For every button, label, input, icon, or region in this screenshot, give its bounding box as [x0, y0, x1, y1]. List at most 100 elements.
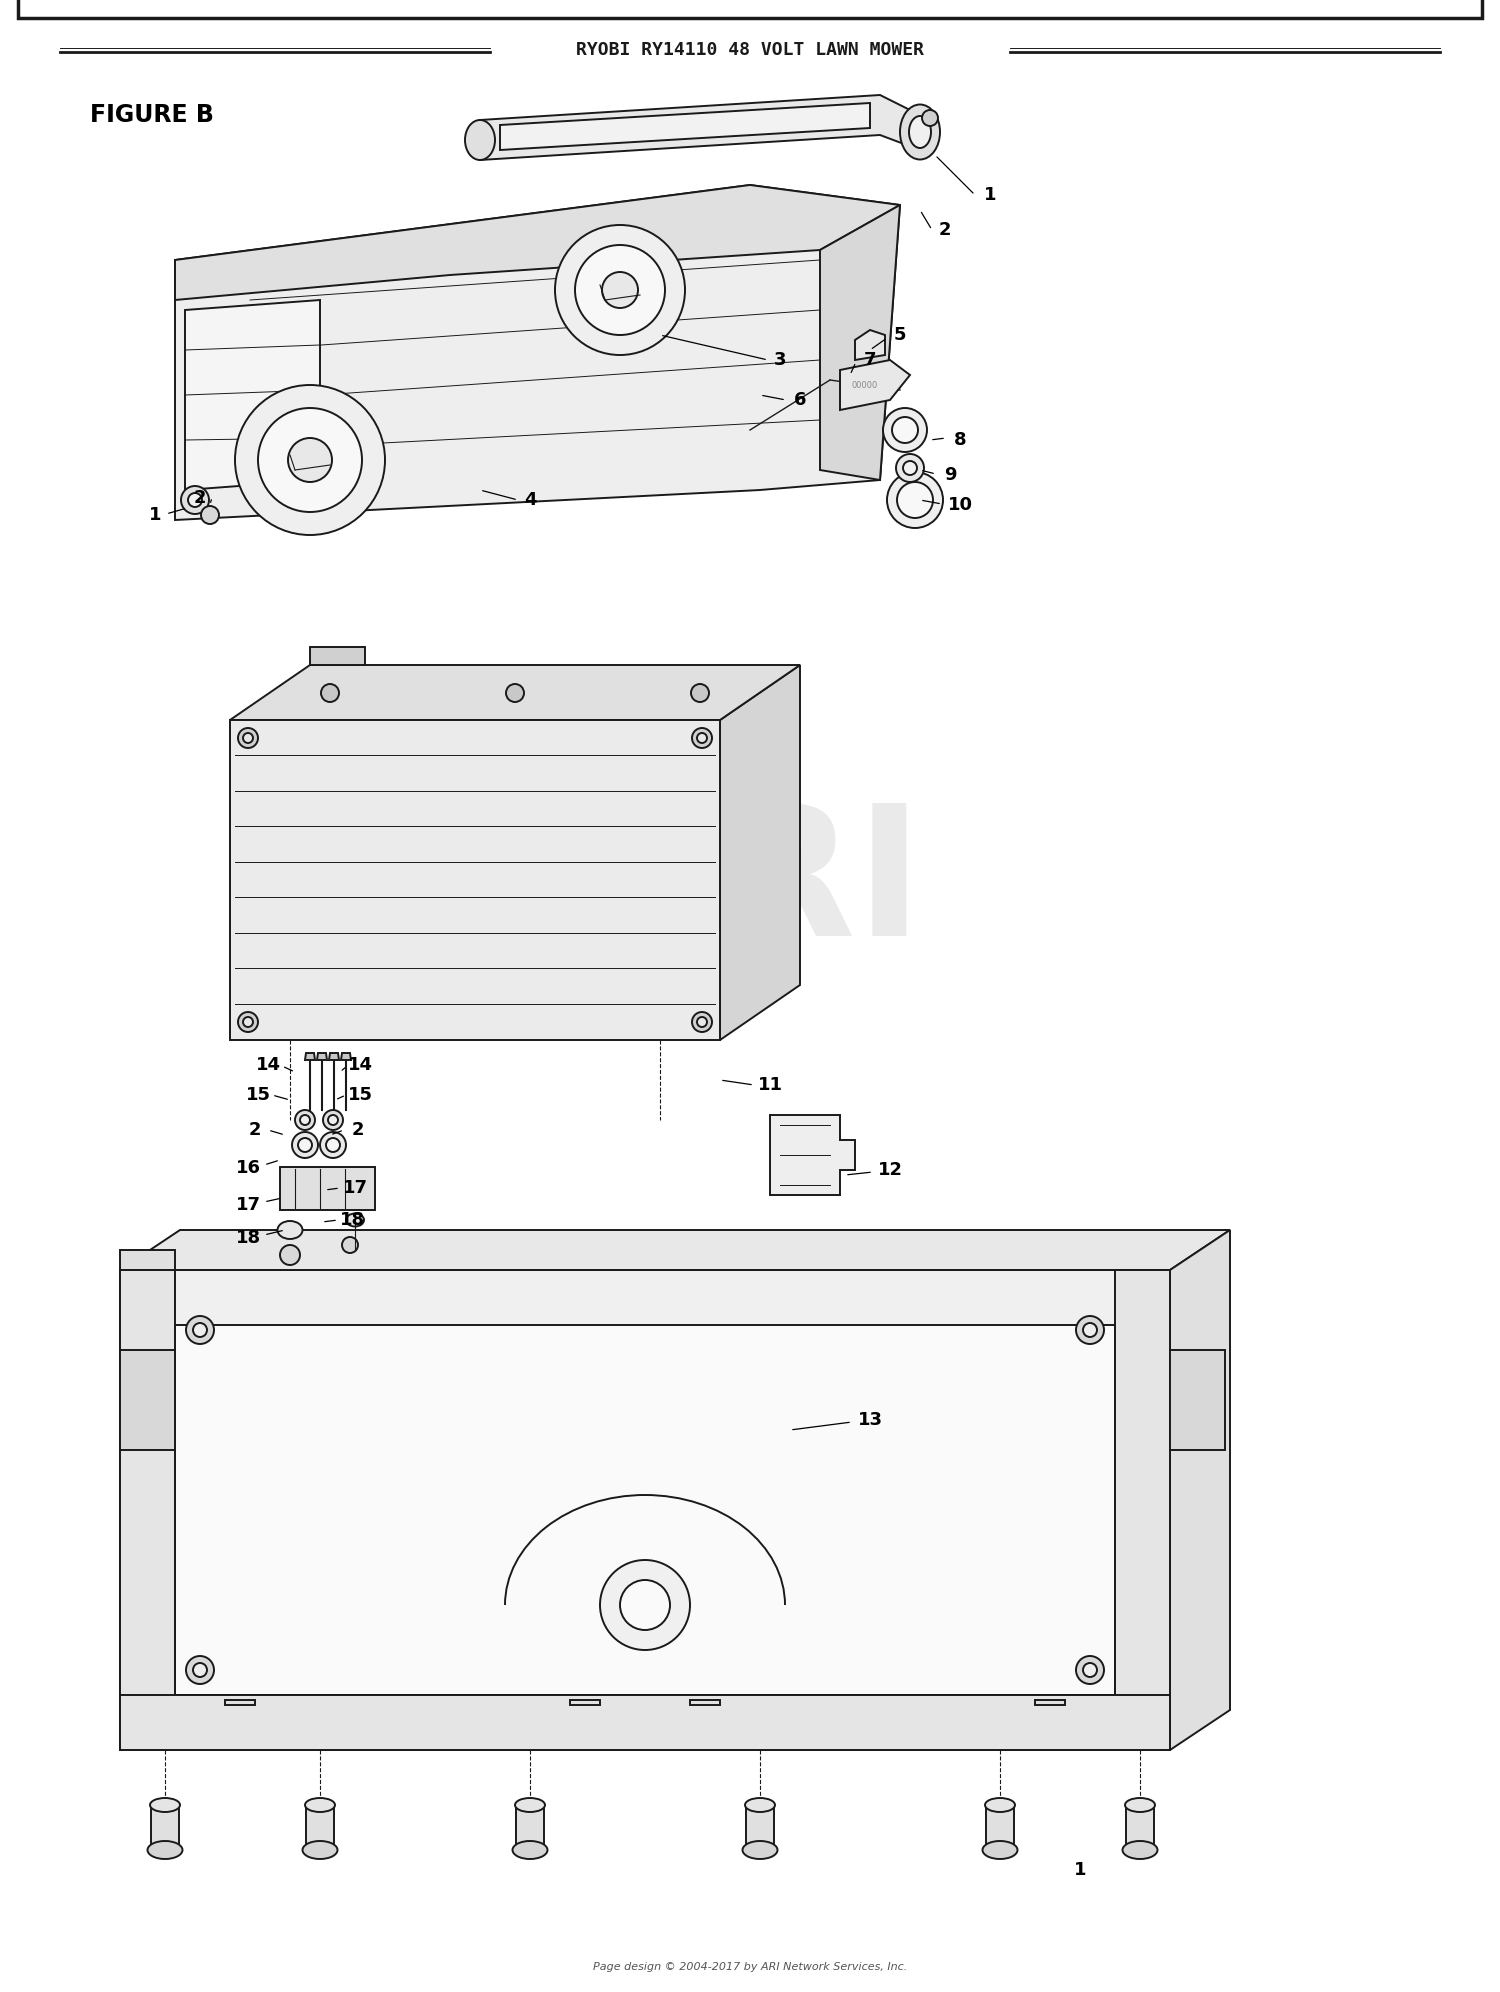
Text: 2: 2	[194, 488, 206, 508]
Text: 18: 18	[236, 1229, 261, 1247]
Circle shape	[1076, 1317, 1104, 1345]
Text: 18: 18	[339, 1211, 364, 1229]
Ellipse shape	[278, 1221, 303, 1239]
Ellipse shape	[346, 1213, 364, 1227]
Polygon shape	[120, 1271, 176, 1751]
Ellipse shape	[513, 1841, 548, 1859]
Polygon shape	[840, 361, 910, 410]
Text: 13: 13	[858, 1410, 882, 1428]
Circle shape	[922, 110, 938, 125]
Circle shape	[186, 1655, 214, 1683]
Circle shape	[300, 1116, 310, 1125]
Circle shape	[886, 472, 944, 528]
Text: 12: 12	[878, 1161, 903, 1179]
Text: 17: 17	[342, 1179, 368, 1197]
Circle shape	[296, 1110, 315, 1129]
Text: 15: 15	[246, 1086, 270, 1104]
Circle shape	[1083, 1663, 1096, 1677]
Ellipse shape	[900, 104, 940, 159]
Text: 6: 6	[794, 390, 807, 408]
Circle shape	[236, 384, 386, 536]
Polygon shape	[690, 1699, 720, 1705]
Text: 3: 3	[774, 351, 786, 369]
Text: 17: 17	[236, 1195, 261, 1213]
Circle shape	[194, 1323, 207, 1337]
Polygon shape	[176, 1325, 1114, 1695]
Ellipse shape	[147, 1841, 183, 1859]
Circle shape	[201, 506, 219, 524]
Text: 4: 4	[524, 490, 537, 510]
Polygon shape	[1035, 1699, 1065, 1705]
Polygon shape	[328, 1054, 339, 1060]
Ellipse shape	[982, 1841, 1017, 1859]
Polygon shape	[500, 104, 870, 149]
Polygon shape	[306, 1805, 334, 1851]
Polygon shape	[304, 1054, 315, 1060]
Polygon shape	[821, 205, 900, 480]
Ellipse shape	[746, 1799, 776, 1813]
Polygon shape	[120, 1695, 1170, 1751]
Circle shape	[243, 733, 254, 743]
Polygon shape	[516, 1805, 544, 1851]
Circle shape	[328, 1116, 338, 1125]
Text: 16: 16	[236, 1159, 261, 1177]
Polygon shape	[120, 1351, 176, 1450]
Text: FIGURE B: FIGURE B	[90, 104, 214, 127]
Text: 00000: 00000	[852, 380, 877, 390]
Polygon shape	[316, 1054, 327, 1060]
Polygon shape	[770, 1116, 855, 1195]
Text: 1: 1	[984, 185, 996, 203]
Circle shape	[896, 454, 924, 482]
Circle shape	[186, 1317, 214, 1345]
Circle shape	[194, 1663, 207, 1677]
Polygon shape	[986, 1805, 1014, 1851]
Text: 7: 7	[864, 351, 876, 369]
Polygon shape	[855, 331, 885, 361]
Polygon shape	[176, 185, 900, 520]
Polygon shape	[225, 1699, 255, 1705]
Text: 9: 9	[944, 466, 957, 484]
Circle shape	[1076, 1655, 1104, 1683]
Polygon shape	[310, 647, 364, 665]
Polygon shape	[1126, 1805, 1154, 1851]
Ellipse shape	[742, 1841, 777, 1859]
Text: 5: 5	[894, 327, 906, 345]
Ellipse shape	[465, 120, 495, 159]
Circle shape	[574, 245, 664, 335]
Circle shape	[238, 1012, 258, 1032]
Text: 1: 1	[1074, 1861, 1086, 1878]
Circle shape	[298, 1137, 312, 1151]
Circle shape	[892, 416, 918, 442]
Circle shape	[238, 727, 258, 749]
Text: 11: 11	[758, 1076, 783, 1094]
Ellipse shape	[303, 1841, 338, 1859]
Polygon shape	[480, 96, 920, 159]
Polygon shape	[340, 1054, 351, 1060]
Ellipse shape	[1122, 1841, 1158, 1859]
Circle shape	[692, 1012, 712, 1032]
Circle shape	[326, 1137, 340, 1151]
Circle shape	[243, 1018, 254, 1028]
Circle shape	[321, 683, 339, 701]
Circle shape	[280, 1245, 300, 1265]
Circle shape	[182, 486, 209, 514]
Circle shape	[258, 408, 362, 512]
Text: Page design © 2004-2017 by ARI Network Services, Inc.: Page design © 2004-2017 by ARI Network S…	[592, 1962, 908, 1972]
Circle shape	[698, 1018, 706, 1028]
Text: 2: 2	[939, 221, 951, 239]
Text: 1: 1	[148, 506, 162, 524]
Text: 14: 14	[255, 1056, 280, 1074]
Circle shape	[884, 408, 927, 452]
Polygon shape	[120, 1229, 1230, 1271]
Text: 15: 15	[348, 1086, 372, 1104]
Polygon shape	[570, 1699, 600, 1705]
Circle shape	[555, 225, 686, 355]
Circle shape	[188, 492, 202, 508]
Ellipse shape	[909, 116, 932, 147]
Polygon shape	[746, 1805, 774, 1851]
Polygon shape	[1170, 1351, 1226, 1450]
Polygon shape	[176, 185, 900, 301]
Circle shape	[506, 683, 524, 701]
Circle shape	[292, 1131, 318, 1157]
Polygon shape	[280, 1167, 375, 1209]
